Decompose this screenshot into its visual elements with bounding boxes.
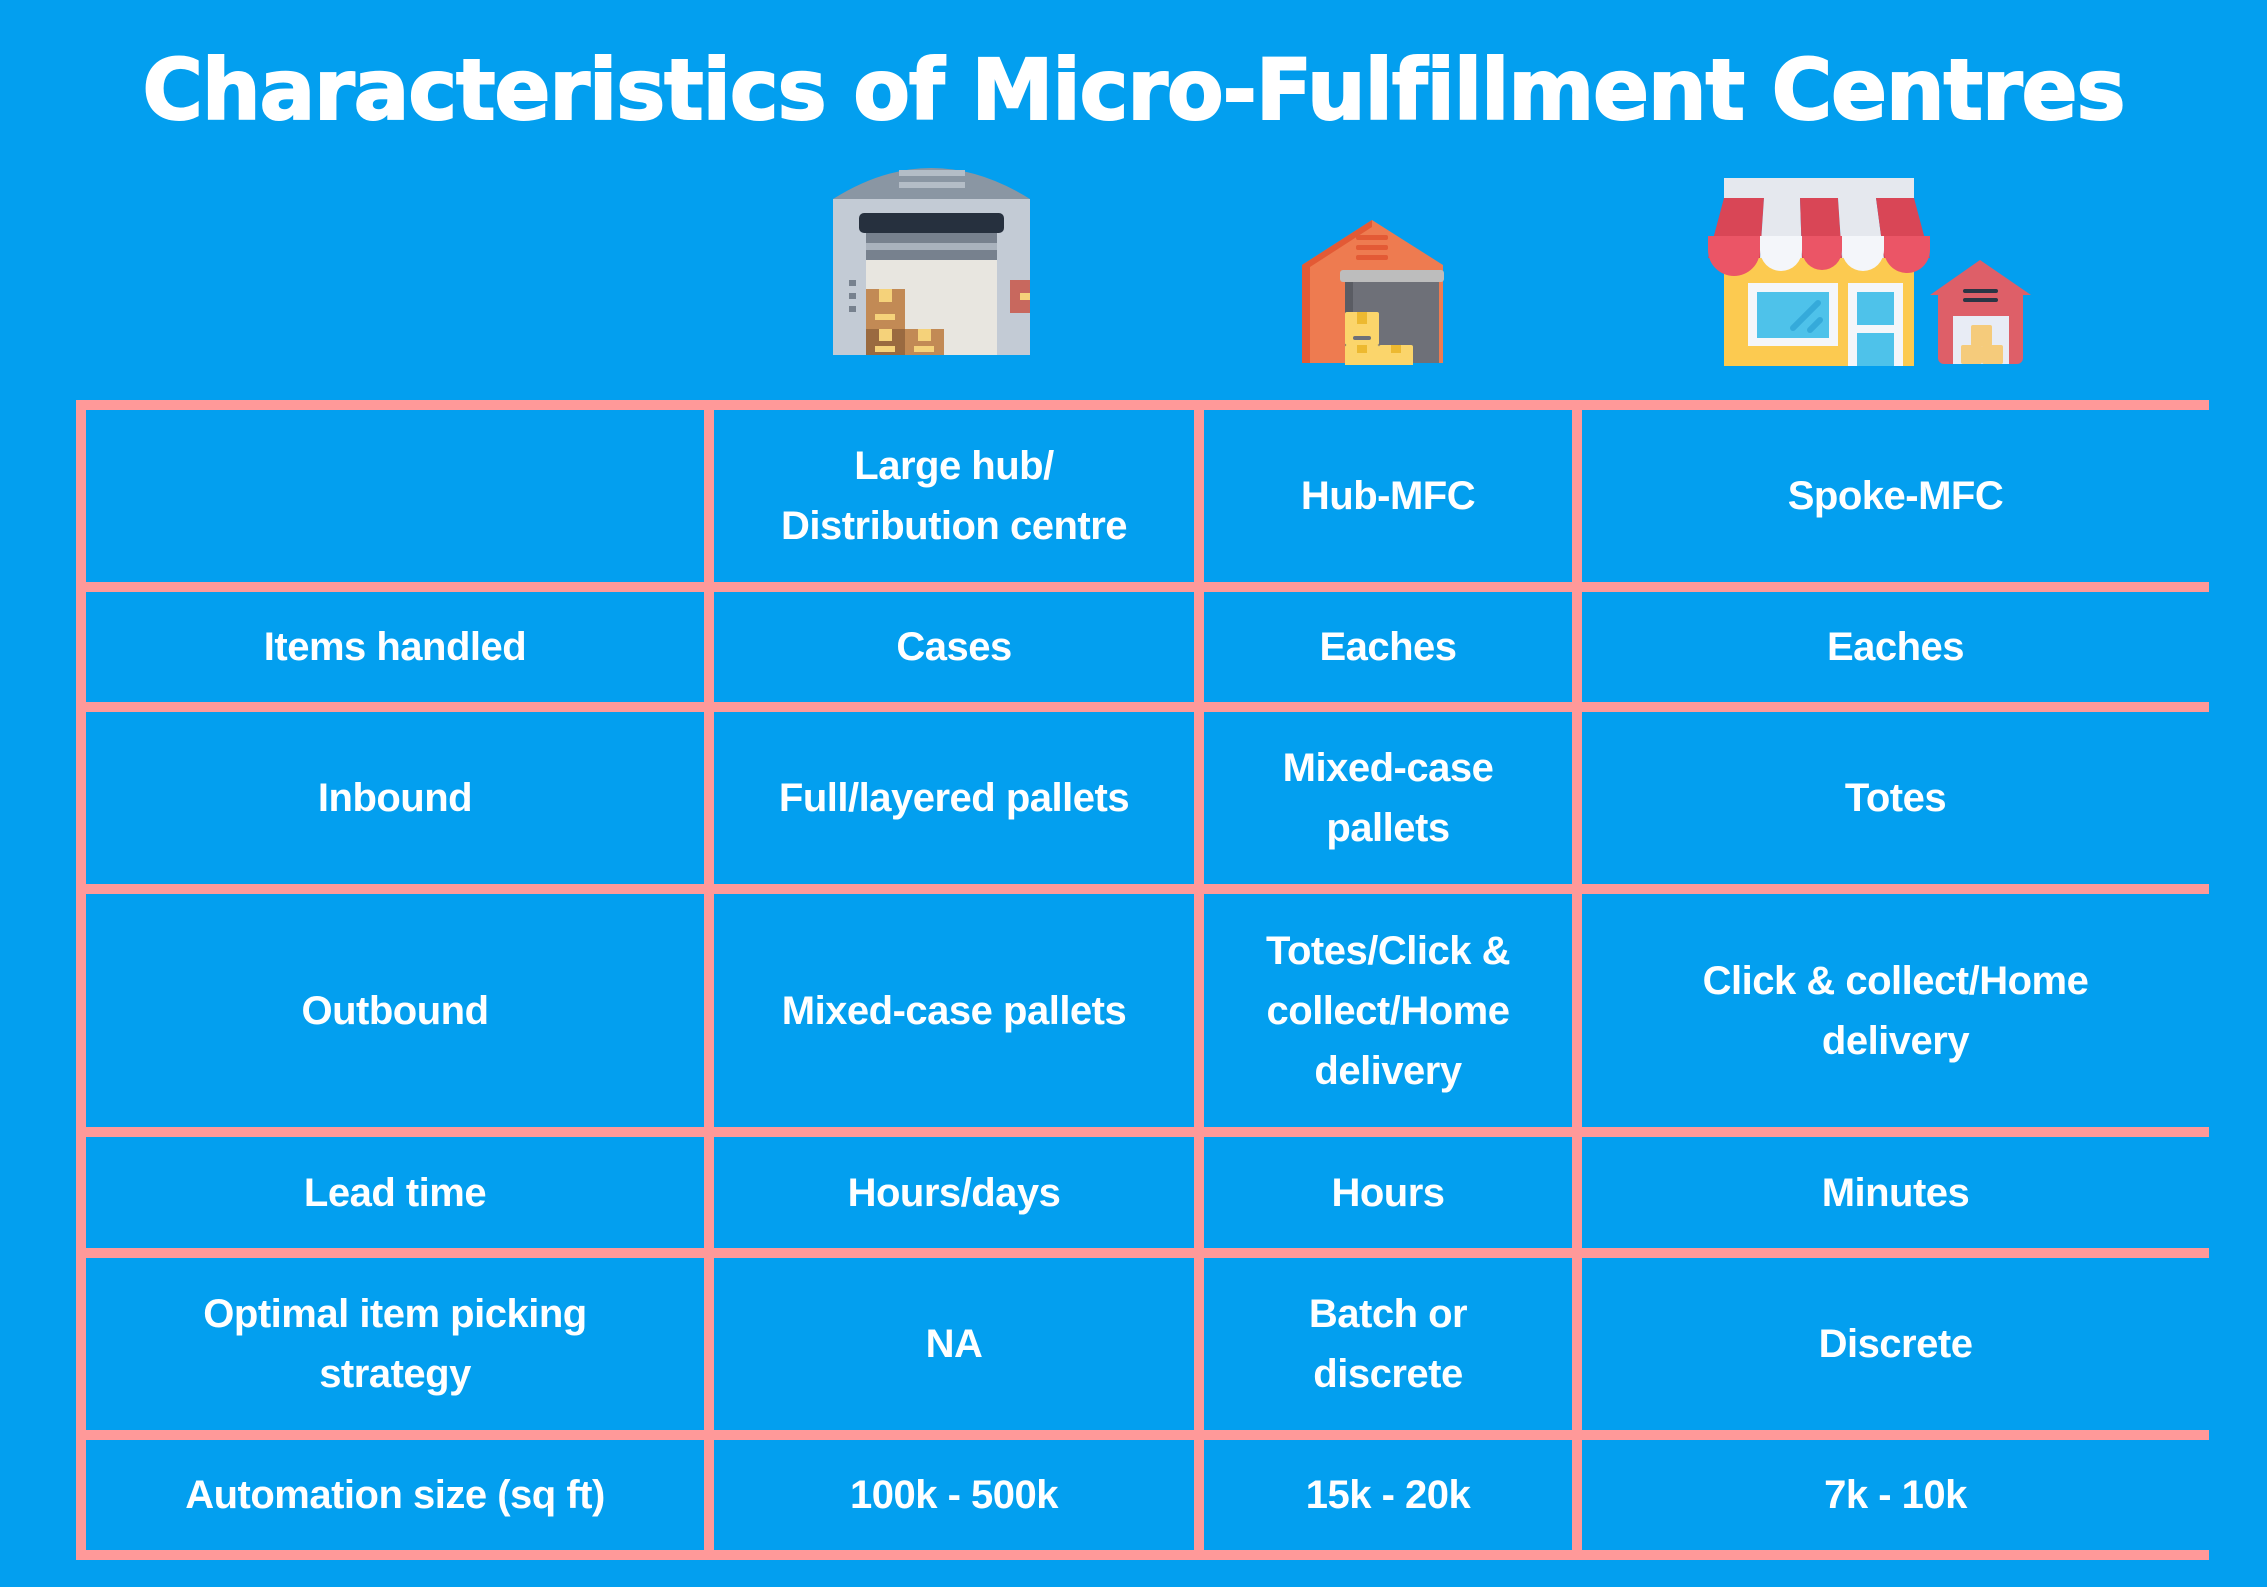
mini-warehouse-icon [1928, 258, 2033, 366]
table-cell: Mixed-case pallets [714, 894, 1194, 1127]
row-label-items-handled: Items handled [86, 592, 704, 702]
storefront-icon [1708, 178, 1930, 366]
table-cell: NA [714, 1258, 1194, 1430]
table-cell: Hours [1204, 1137, 1572, 1248]
table-cell: Hours/days [714, 1137, 1194, 1248]
table-cell: Mixed-case pallets [1204, 712, 1572, 884]
table-cell: 15k - 20k [1204, 1440, 1572, 1550]
row-label-outbound: Outbound [86, 894, 704, 1127]
table-cell: Totes [1582, 712, 2209, 884]
table-cell: Full/layered pallets [714, 712, 1194, 884]
table-cell: Eaches [1582, 592, 2209, 702]
characteristics-table: Large hub/ Distribution centre Hub-MFC S… [76, 400, 2209, 1560]
row-label-lead-time: Lead time [86, 1137, 704, 1248]
header-hub-mfc: Hub-MFC [1204, 410, 1572, 582]
large-warehouse-icon [833, 157, 1030, 355]
row-label-picking-strategy: Optimal item picking strategy [86, 1258, 704, 1430]
table-cell: Minutes [1582, 1137, 2209, 1248]
page-title: Characteristics of Micro-Fulfillment Cen… [142, 40, 2127, 140]
table-cell: 100k - 500k [714, 1440, 1194, 1550]
table-cell: Totes/Click & collect/Home delivery [1204, 894, 1572, 1127]
table-cell: Cases [714, 592, 1194, 702]
row-label-inbound: Inbound [86, 712, 704, 884]
small-garage-warehouse-icon [1300, 215, 1445, 365]
header-large-hub: Large hub/ Distribution centre [714, 410, 1194, 582]
row-label-automation-size: Automation size (sq ft) [86, 1440, 704, 1550]
header-cell-empty [86, 410, 704, 582]
table-cell: Batch or discrete [1204, 1258, 1572, 1430]
table-cell: Click & collect/Home delivery [1582, 894, 2209, 1127]
table-cell: Eaches [1204, 592, 1572, 702]
header-spoke-mfc: Spoke-MFC [1582, 410, 2209, 582]
table-cell: 7k - 10k [1582, 1440, 2209, 1550]
table-cell: Discrete [1582, 1258, 2209, 1430]
